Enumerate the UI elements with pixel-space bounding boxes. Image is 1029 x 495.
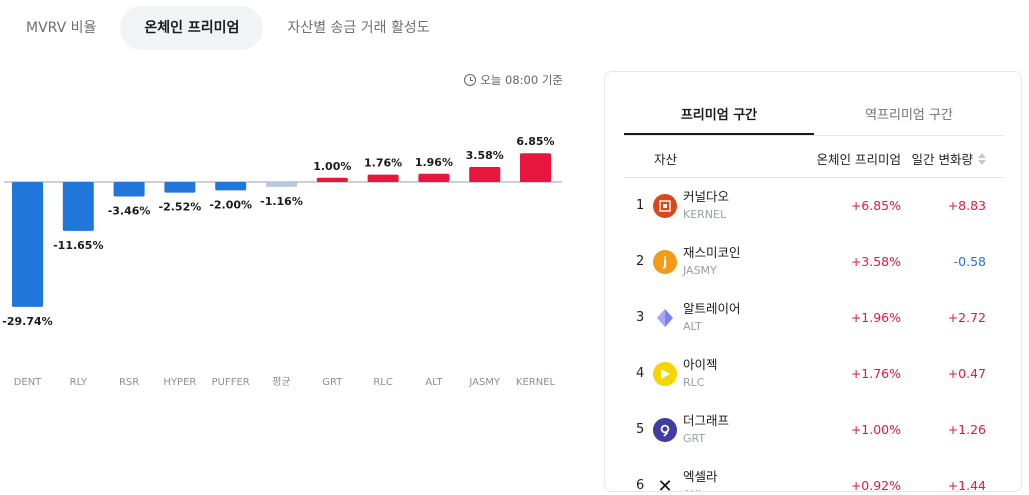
- bar-RLY[interactable]: [62, 182, 94, 231]
- x-tick-label: HYPER: [163, 377, 196, 388]
- bar-GRT[interactable]: [316, 177, 348, 182]
- kernel-icon: [653, 194, 677, 218]
- bar-평균[interactable]: [266, 182, 297, 187]
- asset-name: 더그래프: [683, 413, 730, 428]
- premium-value: +6.85%: [850, 198, 901, 213]
- daily-change-value: +2.72: [947, 310, 986, 325]
- table-header: 자산 온체인 프리미엄 일간 변화량: [624, 136, 1004, 178]
- bar-RLC[interactable]: [367, 174, 399, 182]
- bar-value-label: 1.96%: [415, 156, 453, 169]
- table-row[interactable]: 1 커널다오 KERNEL +6.85% +8.83: [624, 178, 1004, 234]
- premium-value: +1.76%: [850, 366, 901, 381]
- x-tick-label: RSR: [119, 377, 139, 388]
- asset-symbol: AXL: [683, 488, 704, 491]
- bar-HYPER[interactable]: [164, 182, 196, 193]
- table-row[interactable]: 3 알트레이어 ALT +1.96% +2.72: [624, 290, 1004, 346]
- table-row[interactable]: 4 아이젝 RLC +1.76% +0.47: [624, 346, 1004, 402]
- x-tick-label: KERNEL: [516, 377, 556, 388]
- top-tabs: MVRV 비율 온체인 프리미엄 자산별 송금 거래 활성도: [0, 6, 454, 50]
- rank: 5: [636, 422, 645, 437]
- table-row[interactable]: 6 ✕ 엑셀라 AXL +0.92% +1.44: [624, 458, 1004, 492]
- asset-symbol: ALT: [683, 320, 702, 333]
- x-tick-label: ALT: [425, 377, 443, 388]
- bar-value-label: -29.74%: [2, 315, 52, 328]
- rank: 6: [636, 478, 645, 492]
- asset-name: 알트레이어: [683, 301, 741, 316]
- premium-value: +3.58%: [850, 254, 901, 269]
- table-row[interactable]: 5 더그래프 GRT +1.00% +1.26: [624, 402, 1004, 458]
- premium-value: +0.92%: [850, 478, 901, 492]
- header-asset: 자산: [654, 152, 678, 167]
- bar-value-label: 6.85%: [516, 135, 554, 148]
- daily-change-value: +1.44: [947, 478, 986, 492]
- table-row[interactable]: 2 j 재스미코인 JASMY +3.58% -0.58: [624, 234, 1004, 290]
- premium-value: +1.96%: [850, 310, 901, 325]
- ranking-panel: 프리미엄 구간 역프리미엄 구간 자산 온체인 프리미엄 일간 변화량 1 커널다…: [604, 71, 1022, 492]
- rank: 4: [636, 366, 645, 381]
- header-daily-change-label: 일간 변화량: [911, 152, 973, 167]
- asset-symbol: RLC: [683, 376, 705, 389]
- bar-value-label: -1.16%: [260, 195, 303, 208]
- bar-DENT[interactable]: [12, 182, 43, 307]
- premium-bar-chart: -29.74% DENT -11.65% RLY -3.46% RSR -2.52% HYPE…: [2, 135, 562, 388]
- premium-value: +1.00%: [850, 422, 901, 437]
- bar-value-label: -2.00%: [209, 198, 252, 211]
- daily-change-value: +1.26: [947, 422, 986, 437]
- x-tick-label: DENT: [14, 377, 42, 388]
- rank: 1: [636, 198, 645, 213]
- asset-name: 아이젝: [683, 357, 718, 372]
- bar-value-label: 1.00%: [313, 160, 351, 173]
- header-daily-change[interactable]: 일간 변화량: [912, 149, 986, 168]
- axelar-icon: ✕: [653, 474, 677, 491]
- bar-RSR[interactable]: [113, 182, 145, 197]
- rank: 2: [636, 254, 645, 269]
- asset-symbol: KERNEL: [683, 208, 727, 221]
- clock-icon: [464, 74, 477, 86]
- rank: 3: [636, 310, 645, 325]
- asset-name: 커널다오: [683, 189, 730, 204]
- x-tick-label: RLY: [70, 377, 88, 388]
- x-tick-label: 평균: [272, 376, 290, 388]
- timestamp: 오늘 08:00 기준: [464, 72, 563, 88]
- bar-value-label: -2.52%: [159, 201, 202, 214]
- daily-change-value: +0.47: [947, 366, 986, 381]
- panel-tabs: 프리미엄 구간 역프리미엄 구간: [624, 96, 1004, 136]
- x-tick-label: JASMY: [468, 377, 501, 388]
- altlayer-icon: [653, 306, 677, 330]
- asset-name: 재스미코인: [683, 245, 741, 260]
- iexec-icon: [653, 362, 677, 386]
- bar-value-label: 1.76%: [364, 157, 402, 170]
- asset-symbol: GRT: [683, 432, 706, 445]
- timestamp-text: 오늘 08:00 기준: [480, 73, 563, 87]
- x-tick-label: PUFFER: [212, 377, 250, 388]
- bar-ALT[interactable]: [418, 173, 450, 182]
- asset-name: 엑셀라: [683, 469, 718, 484]
- tab-mvrv[interactable]: MVRV 비율: [26, 20, 97, 36]
- daily-change-value: -0.58: [953, 254, 986, 269]
- x-tick-label: GRT: [322, 377, 343, 388]
- bar-value-label: -3.46%: [108, 205, 151, 218]
- daily-change-value: +8.83: [947, 198, 986, 213]
- jasmy-icon: j: [653, 250, 677, 274]
- sort-icon[interactable]: [978, 152, 986, 165]
- asset-symbol: JASMY: [683, 264, 717, 277]
- tab-transfer-activity[interactable]: 자산별 송금 거래 활성도: [287, 20, 430, 36]
- thegraph-icon: [653, 418, 677, 442]
- header-premium: 온체인 프리미엄: [816, 152, 901, 167]
- bar-PUFFER[interactable]: [215, 182, 247, 191]
- bar-JASMY[interactable]: [469, 166, 501, 182]
- bar-value-label: 3.58%: [466, 149, 504, 162]
- tab-discount-range[interactable]: 역프리미엄 구간: [865, 108, 953, 123]
- x-tick-label: RLC: [373, 377, 393, 388]
- tab-onchain-premium[interactable]: 온체인 프리미엄: [120, 6, 264, 50]
- bar-KERNEL[interactable]: [520, 153, 551, 182]
- table-body: 1 커널다오 KERNEL +6.85% +8.83 2 j 재스미코인 JASMY +3.58%…: [624, 178, 1004, 492]
- tab-premium-range[interactable]: 프리미엄 구간: [624, 96, 814, 135]
- bar-value-label: -11.65%: [53, 239, 103, 252]
